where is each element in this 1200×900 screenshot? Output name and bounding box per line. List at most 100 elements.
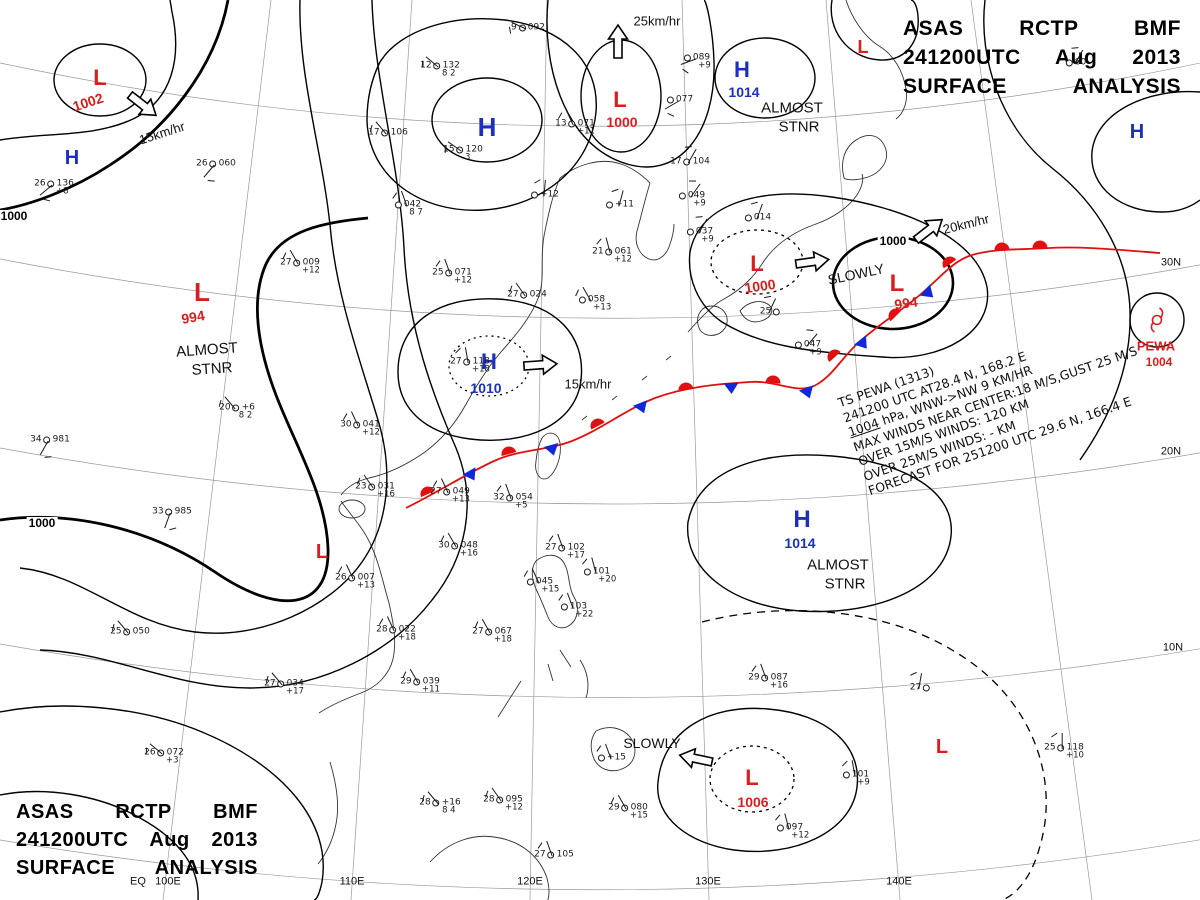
title-line-datetime: 241200UTC Aug 2013 [903,46,1181,69]
grid-label-130e: 130E [695,875,721,888]
pressure-center-l: L [857,37,869,57]
station-plot: 089 +9 [680,53,711,70]
station-temperature: 30 [340,419,352,430]
station-tendency: +10 [1065,750,1084,761]
station-temperature: 29 [748,672,760,683]
station-pressure: 106 [390,127,408,138]
station-temperature: 13 [555,118,567,129]
station-tendency: +11 [576,126,595,137]
station-plot: 097 +12 [776,812,809,840]
station-plot: 047 +9 [794,332,822,357]
station-cloud-icon [531,191,538,199]
station-temperature: 28 [419,797,431,808]
cold-front-symbol [919,284,934,298]
station-pressure: 045 [535,576,554,587]
grid-label-110e: 110E [339,875,365,888]
station-cloud-icon [606,201,613,209]
warm-front-symbol [501,446,517,456]
isobar-label: 1000 [0,209,30,223]
station-pressure: 071 [577,118,595,129]
station-plot: 045 +15 [526,567,559,594]
station-plot: 014 [744,203,772,223]
station-pressure: 101 [592,566,611,577]
station-pressure: 067 [494,626,512,637]
annotation-almost: ALMOST [175,339,239,361]
grid-label-30n: 30N [1160,256,1182,269]
station-pressure: 132 [442,60,460,71]
station-plot: 058 +13 [578,286,611,312]
station-plot: 34 981 [30,434,70,455]
station-temperature: 20 [219,402,231,413]
station-tendency: +16 [769,680,788,691]
station-plot: 26 060 [196,158,236,178]
tropical-storm-icon [1150,307,1164,333]
station-cloud-icon [583,568,591,576]
station-tendency: +12 [613,254,632,265]
station-plot: 101 +9 [842,759,870,787]
grid-label-10n: 10N [1162,641,1184,654]
station-pressure: 054 [515,492,533,503]
station-tendency: +8 [55,186,69,197]
station-pressure: 104 [692,156,710,167]
station-pressure: 049 [452,486,470,497]
station-pressure: 077 [675,94,694,105]
station-plot: 9 092 [511,21,545,33]
station-plot: 27 118 +18 [450,346,490,374]
pressure-center-h: H [734,57,750,82]
pressure-center-value: 1010 [470,380,502,396]
movement-arrow-icon [794,250,831,273]
isobar-label: 1000 [877,234,909,248]
station-tendency: 3 [464,152,471,163]
station-pressure: 80 [1074,57,1087,68]
station-tendency: +5 [514,500,528,511]
pressure-center-h: H [64,147,80,169]
station-plot: 20 +6 8 2 [219,395,255,420]
front-symbols [420,240,1048,498]
station-pressure: 118 [472,356,490,367]
station-tendency: +12 [301,265,320,276]
station-plot: 33 985 [152,507,192,528]
station-temperature: 27 [280,257,292,268]
station-temperature: 26 [335,572,347,583]
station-pressure: 024 [529,289,547,300]
station-temperature: 27 [507,289,519,300]
warm-front-symbol [678,382,694,392]
station-pressure: 101 [851,769,870,780]
station-temperature: 29 [400,676,412,687]
annotation-1004: 1004 [1145,355,1173,369]
title-line-product: ASAS RCTP BMF [903,17,1181,40]
station-tendency: +15 [629,810,648,821]
station-plot: 049 +9 [678,183,706,208]
station-pressure: +16 [441,797,461,808]
station-cloud-icon [666,96,674,104]
station-temperature: 27 [264,678,276,689]
station-plot: 077 [664,94,694,109]
station-pressure: 014 [753,212,772,223]
station-tendency: +12 [453,275,472,286]
station-pressure: 031 [377,481,395,492]
title-block-top-right: ASAS RCTP BMF 241200UTC Aug 2013 SURFACE… [903,14,1181,101]
station-tendency: +12 [791,830,810,841]
pressure-center-h: H [477,112,497,142]
station-temperature: 17 [670,156,682,167]
station-pressure: 981 [52,434,70,445]
station-tendency: +18 [471,364,490,375]
pressure-center-l: L [935,736,949,758]
station-temperature: 23 [355,481,367,492]
station-tendency: 8 2 [441,68,456,79]
cold-front-symbol [723,382,739,394]
station-temperature: 17 [368,127,380,138]
station-plot: 103 +22 [560,592,593,619]
station-pressure: +12 [540,189,559,200]
station-plot: 17 104 [670,148,710,167]
station-cloud-icon [578,296,586,304]
station-cloud-icon [560,603,568,611]
station-pressure: 042 [403,199,422,210]
station-temperature: 26 [196,158,208,169]
station-pressure: 095 [505,794,523,805]
station-cloud-icon [394,201,402,209]
station-temperature: 21 [592,246,604,257]
station-pressure: 034 [286,678,304,689]
